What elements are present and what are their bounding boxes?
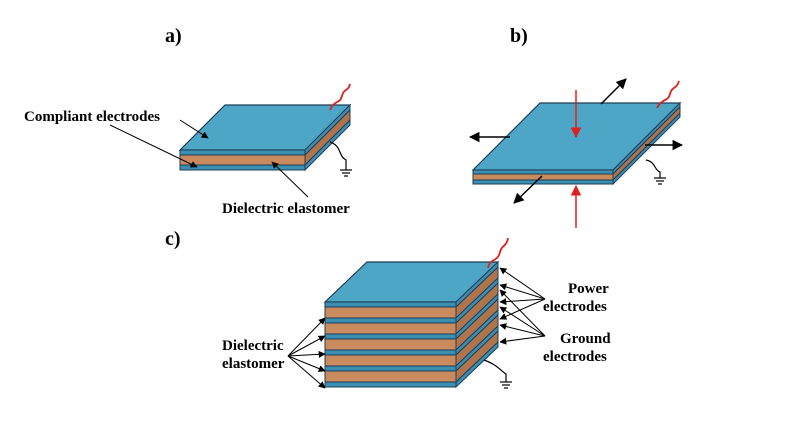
bottom-electrode-front [472,179,614,185]
compliant-electrodes-label: Compliant electrodes [24,109,160,125]
multilayer-stack [323,260,500,389]
ground-symbol-icon [483,359,512,389]
panel-c: c) Dielectric elastomer Power electrodes… [165,228,611,389]
dielectric-pointer-arrows [287,317,326,389]
power-label-line2: electrodes [543,299,607,315]
panel-a: a) Compliant electrodes Dielectric elast… [24,25,352,217]
electrode-layer-front [324,333,457,340]
expansion-arrow-up [600,78,627,105]
panel-a-label: a) [165,25,182,47]
panel-b: b) [468,25,684,228]
elastomer-layer-front [324,306,457,319]
ground-label-line1: Ground [560,331,611,347]
ground-pointer-arrows [499,289,546,345]
power-pointer-arrows [499,267,546,320]
electrode-layer-front [324,349,457,356]
wire-icon [487,237,509,269]
ground-symbol-icon [645,159,666,185]
electrode-layer-front [324,365,457,372]
pointer-arrow-top [179,119,209,139]
panel-b-label: b) [510,25,528,47]
electrode-layer-front [324,381,457,388]
ground-label-line2: electrodes [543,349,607,365]
top-electrode-front [179,149,306,156]
dielectric-label-line1: Dielectric [222,338,284,354]
dielectric-elastomer-label: Dielectric elastomer [222,201,350,217]
elastomer-layer-front [324,354,457,367]
pointer-arrow-elastomer [271,161,309,198]
electrode-layer-side [455,340,499,389]
top-electrode-front [472,169,614,175]
ground-symbol-icon [329,141,352,177]
power-label-line1: Power [568,281,609,297]
panel-c-label: c) [165,228,181,250]
wire-icon [329,83,351,111]
bottom-electrode-side [304,118,351,172]
elastomer-layer-front [324,338,457,351]
electrode-layer-front [324,301,457,308]
expansion-arrow-down [513,175,543,204]
elastomer-layer-front [324,322,457,335]
dielectric-label-line2: elastomer [222,356,285,372]
elastomer-layer-front [324,370,457,383]
wire-icon [656,80,680,109]
bottom-electrode-side [612,111,681,186]
electrode-layer-front [324,317,457,324]
bottom-electrode-front [179,164,306,171]
elastomer-front [179,154,306,166]
elastomer-front [472,173,614,181]
pointer-arrow-bottom [109,124,198,168]
